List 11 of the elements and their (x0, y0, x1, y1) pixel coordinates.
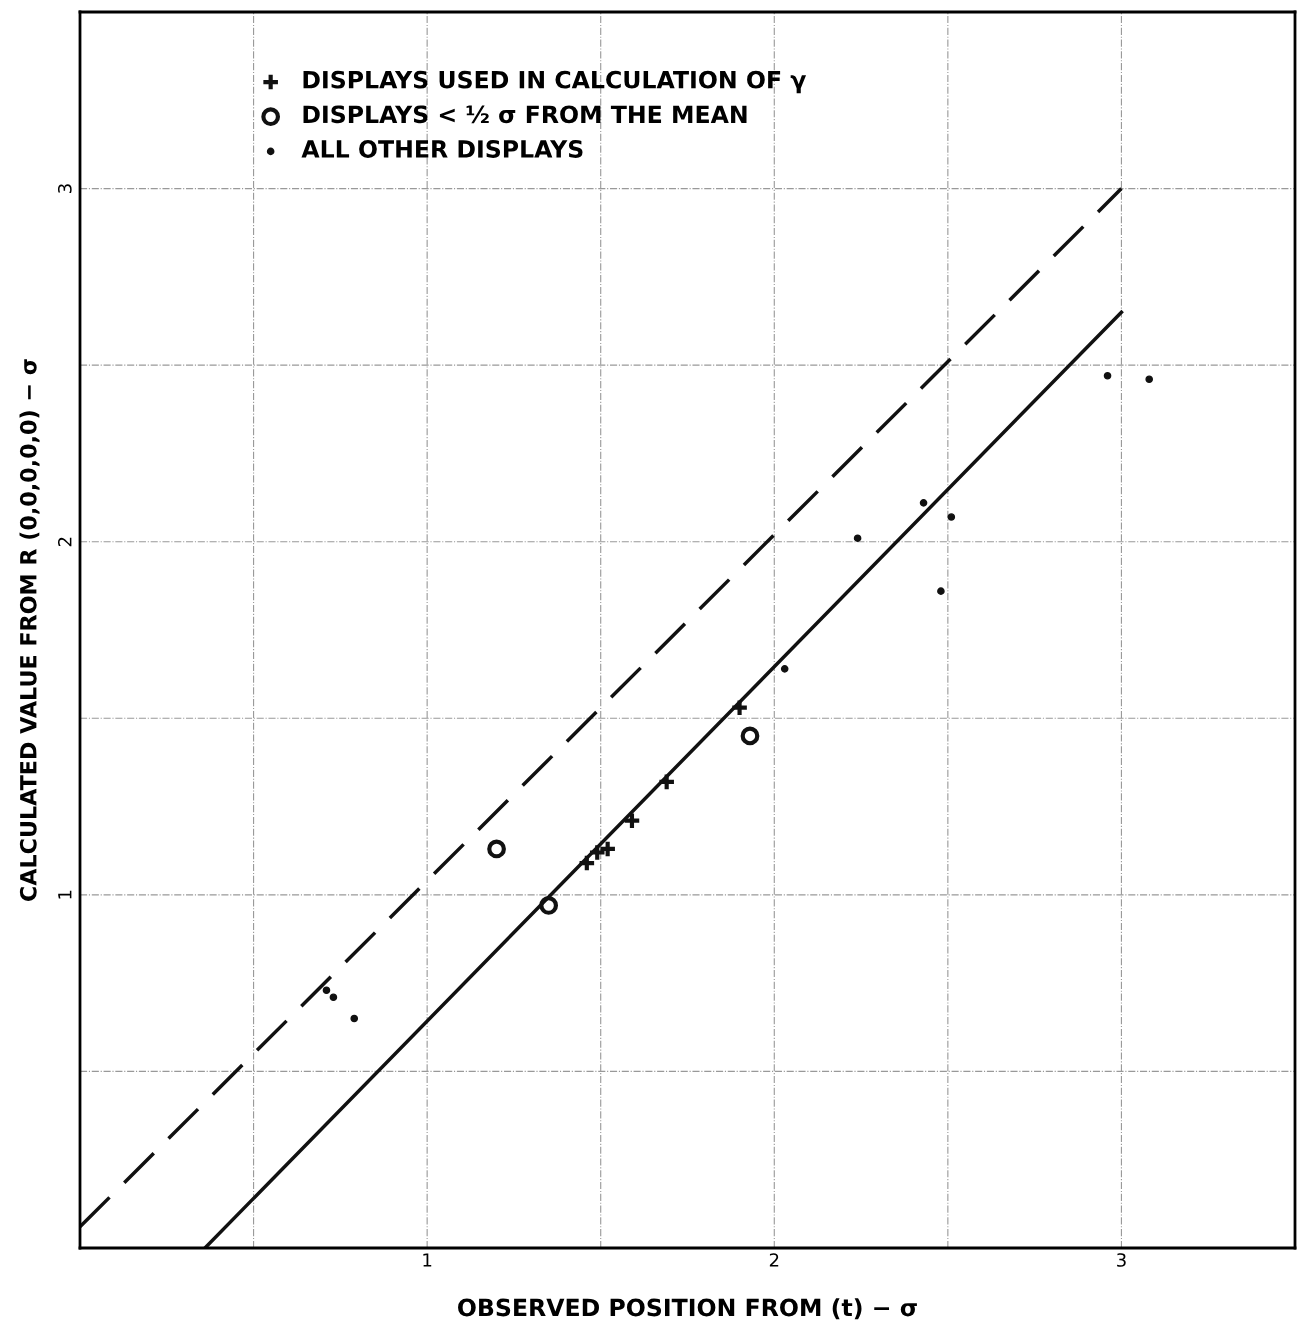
y-tick-label: 3 (57, 184, 72, 193)
x-tick-label: 1 (423, 1253, 432, 1267)
x-axis-title: OBSERVED POSITION FROM (t) − σ (458, 1298, 917, 1320)
legend-label: ALL OTHER DISPLAYS (301, 140, 583, 158)
legend-label: DISPLAYS < ½ σ FROM THE MEAN (303, 105, 747, 124)
y-tick-label: 2 (57, 537, 72, 547)
x-tick-label: 2 (769, 1253, 779, 1267)
y-axis-title: CALCULATED VALUE FROM R (0,0,0,0,0) − σ (19, 359, 40, 901)
legend-label: DISPLAYS USED IN CALCULATION OF γ (303, 70, 807, 94)
y-tick-label: 1 (58, 890, 72, 899)
x-tick-label: 3 (1117, 1253, 1126, 1267)
